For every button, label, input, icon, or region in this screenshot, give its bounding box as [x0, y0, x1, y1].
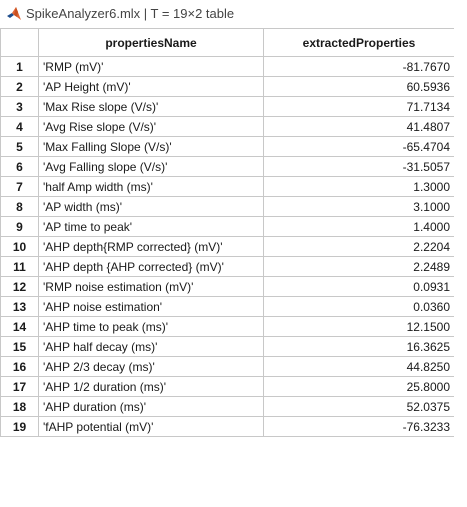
- properties-name-cell[interactable]: 'RMP (mV)': [38, 56, 264, 77]
- extracted-properties-cell[interactable]: -76.3233: [263, 416, 455, 437]
- properties-name-cell[interactable]: 'AP time to peak': [38, 216, 264, 237]
- extracted-properties-cell[interactable]: 16.3625: [263, 336, 455, 357]
- table-row[interactable]: 6 'Avg Falling slope (V/s)' -31.5057: [0, 156, 455, 177]
- table-row[interactable]: 10 'AHP depth{RMP corrected} (mV)' 2.2204: [0, 236, 455, 257]
- properties-name-cell[interactable]: 'AP Height (mV)': [38, 76, 264, 97]
- data-table: propertiesName extractedProperties 1 'RMP…: [0, 28, 455, 437]
- extracted-properties-cell[interactable]: 71.7134: [263, 96, 455, 117]
- table-row[interactable]: 12 'RMP noise estimation (mV)' 0.0931: [0, 276, 455, 297]
- row-number-cell[interactable]: 10: [0, 236, 39, 257]
- table-row[interactable]: 11 'AHP depth {AHP corrected} (mV)' 2.2489: [0, 256, 455, 277]
- row-number-cell[interactable]: 6: [0, 156, 39, 177]
- row-number-cell[interactable]: 1: [0, 56, 39, 77]
- properties-name-cell[interactable]: 'AHP noise estimation': [38, 296, 264, 317]
- properties-name-cell[interactable]: 'AHP half decay (ms)': [38, 336, 264, 357]
- table-row[interactable]: 5 'Max Falling Slope (V/s)' -65.4704: [0, 136, 455, 157]
- window-title: SpikeAnalyzer6.mlx | T = 19×2 table: [26, 6, 235, 21]
- properties-name-cell[interactable]: 'Max Rise slope (V/s)': [38, 96, 264, 117]
- extracted-properties-cell[interactable]: 44.8250: [263, 356, 455, 377]
- table-view[interactable]: propertiesName extractedProperties 1 'RMP…: [0, 28, 455, 437]
- table-row[interactable]: 15 'AHP half decay (ms)' 16.3625: [0, 336, 455, 357]
- row-number-cell[interactable]: 9: [0, 216, 39, 237]
- row-number-cell[interactable]: 14: [0, 316, 39, 337]
- table-row[interactable]: 4 'Avg Rise slope (V/s)' 41.4807: [0, 116, 455, 137]
- row-number-cell[interactable]: 5: [0, 136, 39, 157]
- extracted-properties-cell[interactable]: 2.2489: [263, 256, 455, 277]
- table-row[interactable]: 7'half Amp width (ms)' 1.3000: [0, 176, 455, 197]
- properties-name-cell[interactable]: 'AHP duration (ms)': [38, 396, 264, 417]
- row-number-cell[interactable]: 7: [0, 176, 39, 197]
- extracted-properties-cell[interactable]: 12.1500: [263, 316, 455, 337]
- extracted-properties-cell[interactable]: 0.0360: [263, 296, 455, 317]
- extracted-properties-cell[interactable]: 0.0931: [263, 276, 455, 297]
- row-number-cell[interactable]: 19: [0, 416, 39, 437]
- row-number-cell[interactable]: 3: [0, 96, 39, 117]
- properties-name-cell[interactable]: 'AHP 2/3 decay (ms)': [38, 356, 264, 377]
- properties-name-cell[interactable]: 'Max Falling Slope (V/s)': [38, 136, 264, 157]
- row-number-cell[interactable]: 17: [0, 376, 39, 397]
- extracted-properties-cell[interactable]: 1.4000: [263, 216, 455, 237]
- properties-name-cell[interactable]: 'AHP depth {AHP corrected} (mV)': [38, 256, 264, 277]
- table-header-row: propertiesName extractedProperties: [0, 28, 455, 57]
- properties-name-cell[interactable]: 'half Amp width (ms)': [38, 176, 264, 197]
- column-header-extractedProperties[interactable]: extractedProperties: [263, 28, 455, 57]
- matlab-logo-icon: [7, 6, 21, 20]
- row-number-cell[interactable]: 15: [0, 336, 39, 357]
- row-number-cell[interactable]: 8: [0, 196, 39, 217]
- extracted-properties-cell[interactable]: 3.1000: [263, 196, 455, 217]
- properties-name-cell[interactable]: 'AP width (ms)': [38, 196, 264, 217]
- extracted-properties-cell[interactable]: -31.5057: [263, 156, 455, 177]
- row-number-cell[interactable]: 4: [0, 116, 39, 137]
- table-row[interactable]: 2 'AP Height (mV)' 60.5936: [0, 76, 455, 97]
- properties-name-cell[interactable]: 'RMP noise estimation (mV)': [38, 276, 264, 297]
- properties-name-cell[interactable]: 'AHP 1/2 duration (ms)': [38, 376, 264, 397]
- row-number-cell[interactable]: 12: [0, 276, 39, 297]
- properties-name-cell[interactable]: 'AHP depth{RMP corrected} (mV)': [38, 236, 264, 257]
- properties-name-cell[interactable]: 'Avg Rise slope (V/s)': [38, 116, 264, 137]
- row-number-cell[interactable]: 2: [0, 76, 39, 97]
- extracted-properties-cell[interactable]: 2.2204: [263, 236, 455, 257]
- table-row[interactable]: 14 'AHP time to peak (ms)' 12.1500: [0, 316, 455, 337]
- extracted-properties-cell[interactable]: 25.8000: [263, 376, 455, 397]
- table-row[interactable]: 17 'AHP 1/2 duration (ms)' 25.8000: [0, 376, 455, 397]
- extracted-properties-cell[interactable]: -65.4704: [263, 136, 455, 157]
- table-row[interactable]: 19'fAHP potential (mV)' -76.3233: [0, 416, 455, 437]
- table-body: 1 'RMP (mV)' -81.7670 2 'AP Height (mV)' 60.5…: [0, 56, 455, 437]
- row-number-cell[interactable]: 18: [0, 396, 39, 417]
- table-row[interactable]: 18 'AHP duration (ms)' 52.0375: [0, 396, 455, 417]
- vertical-scroll-area: [454, 28, 467, 480]
- row-number-cell[interactable]: 16: [0, 356, 39, 377]
- extracted-properties-cell[interactable]: -81.7670: [263, 56, 455, 77]
- table-row[interactable]: 1 'RMP (mV)' -81.7670: [0, 56, 455, 77]
- extracted-properties-cell[interactable]: 60.5936: [263, 76, 455, 97]
- table-row[interactable]: 13 'AHP noise estimation' 0.0360: [0, 296, 455, 317]
- row-number-cell[interactable]: 11: [0, 256, 39, 277]
- table-row[interactable]: 3 'Max Rise slope (V/s)' 71.7134: [0, 96, 455, 117]
- window-title-bar: SpikeAnalyzer6.mlx | T = 19×2 table: [0, 0, 467, 27]
- extracted-properties-cell[interactable]: 52.0375: [263, 396, 455, 417]
- table-row[interactable]: 8 'AP width (ms)' 3.1000: [0, 196, 455, 217]
- properties-name-cell[interactable]: 'fAHP potential (mV)': [38, 416, 264, 437]
- extracted-properties-cell[interactable]: 41.4807: [263, 116, 455, 137]
- properties-name-cell[interactable]: 'Avg Falling slope (V/s)': [38, 156, 264, 177]
- row-number-cell[interactable]: 13: [0, 296, 39, 317]
- table-row[interactable]: 16 'AHP 2/3 decay (ms)' 44.8250: [0, 356, 455, 377]
- extracted-properties-cell[interactable]: 1.3000: [263, 176, 455, 197]
- properties-name-cell[interactable]: 'AHP time to peak (ms)': [38, 316, 264, 337]
- column-header-propertiesName[interactable]: propertiesName: [38, 28, 264, 57]
- table-row[interactable]: 9 'AP time to peak' 1.4000: [0, 216, 455, 237]
- corner-header-cell: [0, 28, 39, 57]
